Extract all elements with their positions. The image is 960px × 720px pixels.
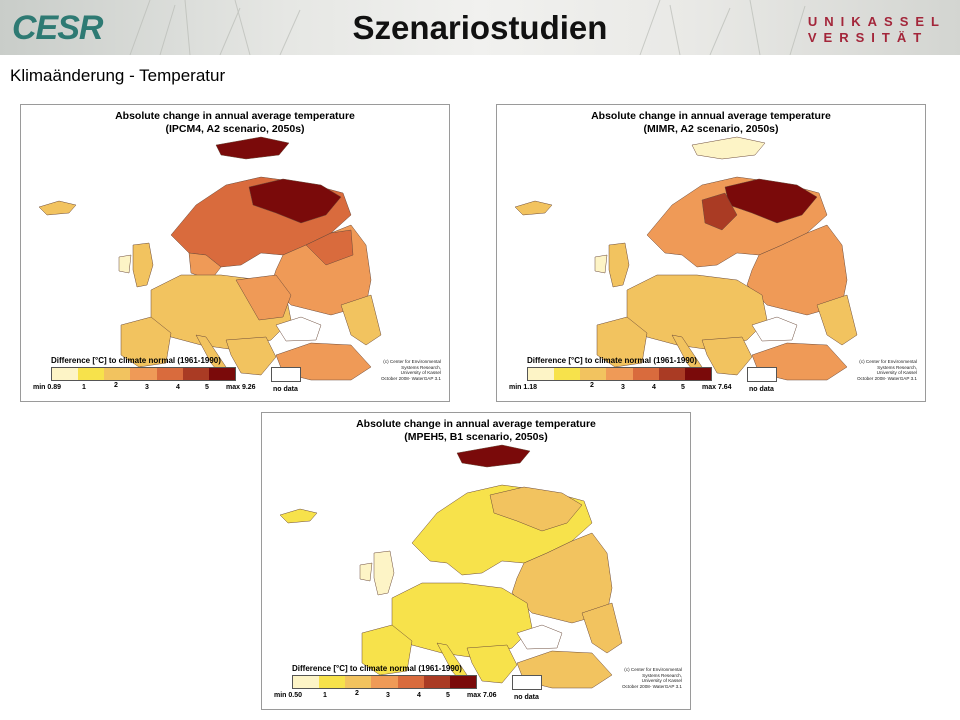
grass-background-image [129, 0, 806, 55]
legend-tick: 3 [145, 384, 149, 391]
legend-swatch [78, 368, 105, 380]
credit-line: University of Kassel [641, 678, 682, 684]
map-title-line1: Absolute change in annual average temper… [115, 110, 355, 122]
legend-tick: 1 [82, 384, 86, 391]
legend-max-label: max 7.64 [702, 384, 732, 391]
europe-map-ipcm4 [38, 136, 382, 381]
legend-swatch [397, 676, 424, 688]
legend-title: Difference [°C] to climate normal (1961-… [51, 356, 221, 365]
map-panel-ipcm4: Absolute change in annual average temper… [20, 104, 450, 402]
legend-swatch [371, 676, 398, 688]
legend-tick: 3 [621, 384, 625, 391]
legend-swatch [528, 368, 555, 380]
legend-swatch [293, 676, 320, 688]
legend-tick: 1 [323, 692, 327, 699]
credit-line: (c) Center for Environmental [859, 359, 917, 364]
map-title: Absolute change in annual average temper… [21, 110, 449, 136]
legend-title: Difference [°C] to climate normal (1961-… [292, 664, 462, 673]
legend-swatch [449, 676, 476, 688]
legend-swatch [345, 676, 372, 688]
credit-line: Systems Research, [401, 364, 441, 370]
legend-swatch [632, 368, 659, 380]
legend-color-scale [292, 675, 477, 689]
nodata-swatch [512, 675, 542, 690]
europe-map-mpeh5 [279, 444, 623, 689]
europe-map-mimr [514, 136, 858, 381]
map-title-line2: (IPCM4, A2 scenario, 2050s) [165, 123, 305, 135]
credit-line: University of Kassel [876, 370, 917, 376]
legend-tick: 4 [417, 692, 421, 699]
legend-swatch [130, 368, 157, 380]
credit-line: Systems Research, [642, 672, 682, 678]
legend-tick: 4 [652, 384, 656, 391]
legend-max-label: max 9.26 [226, 384, 256, 391]
map-title-line1: Absolute change in annual average temper… [356, 418, 596, 430]
legend-swatch [580, 368, 607, 380]
legend-tick: 4 [176, 384, 180, 391]
legend-min-label: min 1.18 [509, 384, 538, 391]
legend-swatch [182, 368, 209, 380]
map-title-line2: (MIMR, A2 scenario, 2050s) [643, 123, 779, 135]
slide-subtitle: Klimaänderung - Temperatur [10, 66, 226, 85]
legend-swatch [658, 368, 685, 380]
legend-swatch [423, 676, 450, 688]
legend-swatch [684, 368, 711, 380]
nodata-swatch [271, 367, 301, 382]
credit-line: (c) Center for Environmental [383, 359, 441, 364]
nodata-swatch [747, 367, 777, 382]
legend-title: Difference [°C] to climate normal (1961-… [527, 356, 697, 365]
map-title: Absolute change in annual average temper… [262, 418, 690, 444]
legend-swatch [52, 368, 79, 380]
legend-tick: 2 [114, 382, 118, 389]
legend-tick: 5 [205, 384, 209, 391]
map-credit: (c) Center for Environmental Systems Res… [592, 667, 682, 689]
map-credit: (c) Center for Environmental Systems Res… [827, 359, 917, 381]
legend-swatch [104, 368, 131, 380]
university-logo-line1: UNIKASSEL [807, 14, 946, 29]
cesr-logo: CESR [12, 9, 103, 47]
legend-max-label: max 7.06 [467, 692, 497, 699]
credit-line: (c) Center for Environmental [624, 667, 682, 672]
legend-swatch [319, 676, 346, 688]
legend-min-label: min 0.89 [33, 384, 62, 391]
map-title-line1: Absolute change in annual average temper… [591, 110, 831, 122]
credit-line: October 2008- WaterGAP 3.1 [621, 683, 682, 689]
legend-tick: 5 [446, 692, 450, 699]
map-title-line2: (MPEH5, B1 scenario, 2050s) [404, 431, 548, 443]
legend-tick: 3 [386, 692, 390, 699]
credit-line: Systems Research, [877, 364, 917, 370]
nodata-label: no data [273, 386, 298, 393]
legend-swatch [554, 368, 581, 380]
credit-line: October 2008- WaterGAP 3.1 [380, 375, 441, 381]
page-title: Szenariostudien [352, 9, 608, 46]
nodata-label: no data [514, 694, 539, 701]
university-logo-line2: VERSITÄT [807, 30, 929, 45]
legend-swatch [156, 368, 183, 380]
legend-color-scale [527, 367, 712, 381]
map-credit: (c) Center for Environmental Systems Res… [351, 359, 441, 381]
map-panel-mpeh5: Absolute change in annual average temper… [261, 412, 691, 710]
map-panel-mimr: Absolute change in annual average temper… [496, 104, 926, 402]
university-logo: UNIKASSEL VERSITÄT [808, 14, 946, 46]
legend-swatch [606, 368, 633, 380]
legend-color-scale [51, 367, 236, 381]
nodata-label: no data [749, 386, 774, 393]
legend-min-label: min 0.50 [274, 692, 303, 699]
header-bar: CESR Szenariostudien UNIKASSEL VERSITÄT [0, 0, 960, 55]
map-title: Absolute change in annual average temper… [497, 110, 925, 136]
legend-tick: 2 [590, 382, 594, 389]
legend-tick: 2 [355, 690, 359, 697]
credit-line: University of Kassel [400, 370, 441, 376]
legend-swatch [208, 368, 235, 380]
credit-line: October 2008- WaterGAP 3.1 [856, 375, 917, 381]
legend-tick: 5 [681, 384, 685, 391]
